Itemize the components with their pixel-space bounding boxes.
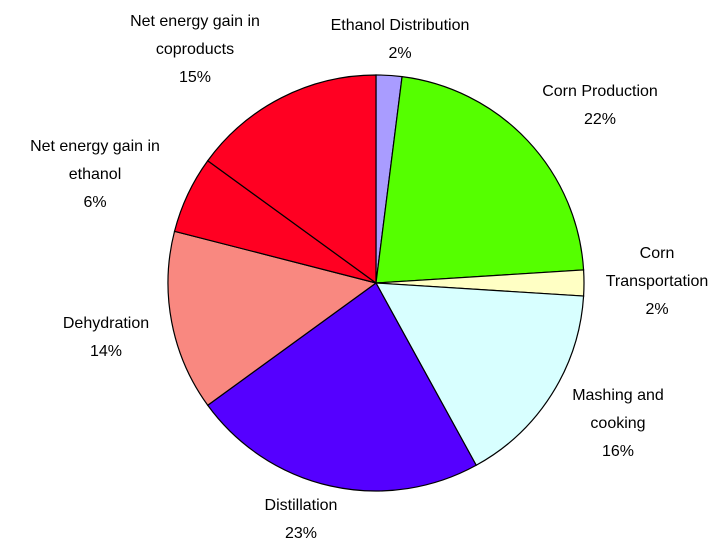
slice-label: Corn Production 22% xyxy=(500,78,700,134)
slice-label: Corn Transportation 2% xyxy=(597,240,717,324)
value-label: 2% xyxy=(645,301,669,318)
pie-slice xyxy=(167,230,378,407)
slice-label: Dehydration 14% xyxy=(6,310,206,366)
value-label: 6% xyxy=(83,194,107,211)
category-label: Mashing and cooking xyxy=(572,387,664,432)
category-label: Distillation xyxy=(264,497,338,514)
slice-label: Mashing and cooking 16% xyxy=(558,382,678,466)
value-label: 14% xyxy=(89,343,123,360)
value-label: 16% xyxy=(601,443,635,460)
category-label: Ethanol Distribution xyxy=(330,17,470,34)
category-label: Dehydration xyxy=(62,315,150,332)
category-label: Net energy gain in coproducts xyxy=(130,13,260,58)
slice-label: Net energy gain in ethanol 6% xyxy=(10,133,180,217)
pie-slice xyxy=(374,282,585,467)
value-label: 23% xyxy=(284,525,318,542)
slice-label: Ethanol Distribution 2% xyxy=(300,12,500,68)
pie-slice xyxy=(206,282,478,492)
value-label: 15% xyxy=(178,69,212,86)
category-label: Corn Production xyxy=(542,83,658,100)
value-label: 22% xyxy=(583,111,617,128)
slice-label: Distillation 23% xyxy=(201,492,401,543)
pie-slice xyxy=(375,75,585,284)
pie-slice xyxy=(206,74,377,285)
category-label: Corn Transportation xyxy=(605,245,709,290)
category-label: Net energy gain in ethanol xyxy=(30,138,160,183)
slice-label: Net energy gain in coproducts 15% xyxy=(110,8,280,92)
value-label: 2% xyxy=(388,45,412,62)
